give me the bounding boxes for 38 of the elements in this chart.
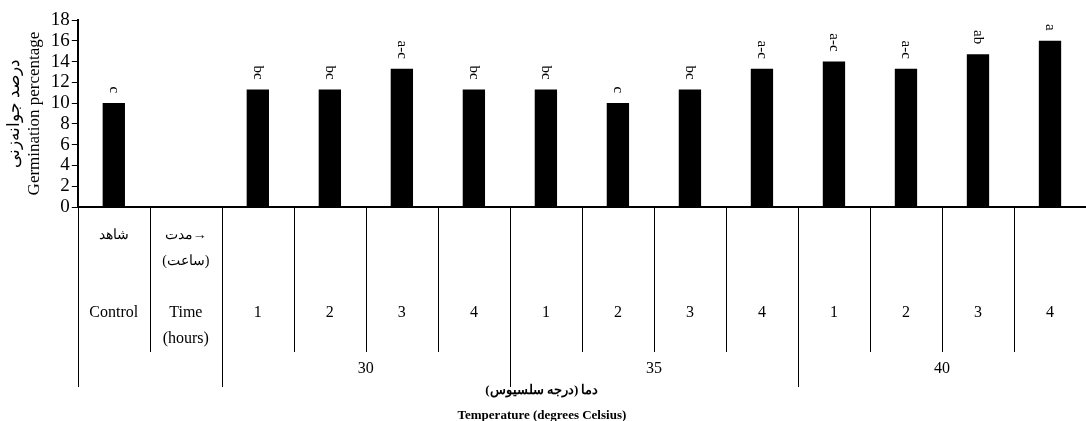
data-label: bc: [682, 65, 699, 80]
x-tick-label: 1: [829, 303, 838, 321]
data-label: bc: [250, 65, 267, 80]
data-label: a-c: [827, 33, 844, 52]
y-tick-label: 0: [60, 194, 70, 216]
data-label: bc: [322, 65, 339, 80]
y-tick-label: 2: [60, 174, 70, 196]
y-tick-label: 8: [60, 111, 70, 133]
y-tick-label: 12: [50, 70, 70, 92]
text: 40: [933, 359, 950, 377]
data-label: a: [1043, 24, 1060, 32]
data-label: a-c: [899, 40, 916, 60]
text: 35: [645, 359, 662, 377]
data-label: a-c: [755, 40, 771, 60]
y-tick-label: 6: [60, 132, 70, 154]
y-tick-label: 4: [60, 153, 71, 175]
x-tick-label: 3: [685, 303, 694, 321]
data-label: c: [106, 86, 123, 94]
x-tick-label: 1: [541, 303, 550, 321]
x-tick-label: 4: [1045, 303, 1054, 321]
y-tick-label: 10: [50, 91, 70, 113]
data-label: bc: [466, 65, 483, 80]
data-label: c: [610, 86, 627, 94]
x-tick-label: 2: [613, 303, 622, 321]
x-tick-label: 3: [397, 303, 406, 321]
x-tick-label: 4: [757, 303, 766, 321]
y-tick-label: 18: [50, 7, 70, 29]
y-tick-label: 16: [50, 28, 70, 50]
data-label: bc: [538, 65, 555, 80]
data-label: ab: [971, 30, 988, 45]
text: 30: [357, 359, 374, 377]
x-tick-label: 2: [325, 303, 334, 321]
x-tick-label: 3: [973, 303, 982, 321]
y-tick-label: 14: [50, 49, 71, 71]
data-label: a-c: [394, 40, 411, 60]
x-tick-label: 2: [901, 303, 910, 321]
x-tick-label: 1: [253, 303, 262, 321]
x-tick-label: 4: [469, 303, 478, 321]
